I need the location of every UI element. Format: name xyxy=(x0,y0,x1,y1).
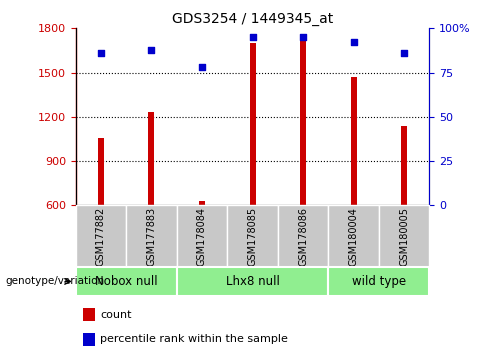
Text: GSM180004: GSM180004 xyxy=(348,207,359,266)
Bar xyxy=(126,205,177,267)
Point xyxy=(147,47,155,52)
Point xyxy=(400,50,408,56)
Text: percentile rank within the sample: percentile rank within the sample xyxy=(101,334,288,344)
Bar xyxy=(177,267,328,296)
Bar xyxy=(300,39,306,205)
Bar xyxy=(83,333,95,346)
Bar xyxy=(401,126,407,205)
Bar xyxy=(350,77,357,205)
Bar xyxy=(177,205,227,267)
Title: GDS3254 / 1449345_at: GDS3254 / 1449345_at xyxy=(172,12,333,26)
Bar xyxy=(227,205,278,267)
Point xyxy=(350,40,358,45)
Bar xyxy=(328,267,429,296)
Point xyxy=(198,64,206,70)
Point xyxy=(299,34,307,40)
Bar xyxy=(76,205,126,267)
Text: GSM180005: GSM180005 xyxy=(399,207,409,266)
Point xyxy=(249,34,257,40)
Text: GSM178085: GSM178085 xyxy=(247,207,258,266)
Text: GSM177883: GSM177883 xyxy=(146,207,157,266)
Bar xyxy=(249,43,256,205)
Bar xyxy=(148,112,155,205)
Text: genotype/variation: genotype/variation xyxy=(5,276,104,286)
Bar xyxy=(76,267,177,296)
Text: count: count xyxy=(101,309,132,320)
Text: Nobox null: Nobox null xyxy=(95,275,158,288)
Text: GSM178086: GSM178086 xyxy=(298,207,308,266)
Bar xyxy=(328,205,379,267)
Text: GSM177882: GSM177882 xyxy=(96,207,106,266)
Text: Lhx8 null: Lhx8 null xyxy=(225,275,280,288)
Bar xyxy=(278,205,328,267)
Bar xyxy=(199,201,205,205)
Bar xyxy=(98,138,104,205)
Bar xyxy=(379,205,429,267)
Text: wild type: wild type xyxy=(352,275,406,288)
Text: GSM178084: GSM178084 xyxy=(197,207,207,266)
Bar xyxy=(83,308,95,321)
Point xyxy=(97,50,105,56)
